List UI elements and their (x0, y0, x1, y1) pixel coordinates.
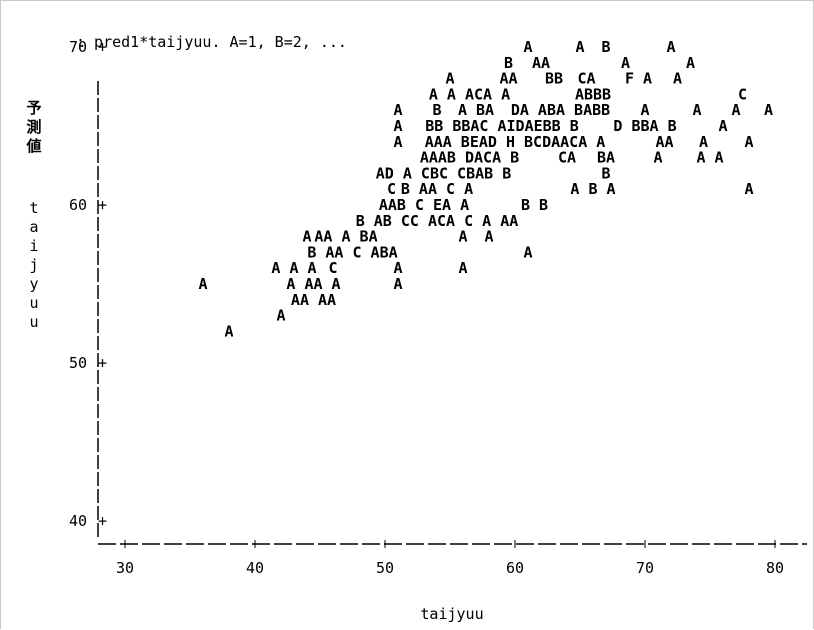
y-label-char: j (29, 256, 38, 274)
data-point: A A (696, 149, 723, 167)
y-label-char: i (29, 237, 38, 255)
data-point: A (458, 228, 467, 246)
y-label-char: y (29, 275, 38, 293)
x-tick-label: 40 (246, 559, 264, 577)
data-point: A (393, 275, 402, 293)
x-tick-label: 60 (506, 559, 524, 577)
y-tick-label: 50 (69, 354, 87, 372)
y-label-char: t (29, 199, 38, 217)
data-point: B AB CC ACA C A AA (356, 212, 519, 230)
data-point: F A (625, 70, 652, 88)
y-label-char: 測 (26, 118, 41, 136)
y-label-char: 値 (25, 137, 41, 155)
y-label-char: u (29, 313, 38, 331)
x-tick-label: 50 (376, 559, 394, 577)
data-point: A (393, 133, 402, 151)
data-point: A (523, 243, 532, 261)
data-point: A (653, 149, 662, 167)
data-point: A (744, 133, 753, 151)
y-tick-label: 70 (69, 38, 87, 56)
data-points: A A B AB AA A AA AA BB CA F A AA A ACA A ABBB CA B A BA… (198, 38, 773, 340)
data-point: A (692, 101, 701, 119)
y-tick-mark: + (98, 354, 107, 372)
legend-note: : pred1*taijyuu. A=1, B=2, ... (76, 33, 347, 51)
x-tick-label: 30 (116, 559, 134, 577)
data-point: A (276, 307, 285, 325)
data-point: A (764, 101, 773, 119)
data-point: A (744, 180, 753, 198)
data-point: A (484, 228, 493, 246)
y-label-char: 予 (26, 99, 41, 117)
data-point: A (731, 101, 740, 119)
y-tick-mark: + (98, 38, 107, 56)
data-point: B AA C ABA (307, 243, 397, 261)
data-point: A (686, 54, 695, 72)
y-label-char: a (29, 218, 38, 236)
data-point: A (673, 70, 682, 88)
data-point: A (718, 117, 727, 135)
data-point: A (666, 38, 675, 56)
y-label-char: u (29, 294, 38, 312)
x-tick-label: 80 (766, 559, 784, 577)
data-point: CA (558, 149, 576, 167)
x-tick-label: 70 (636, 559, 654, 577)
data-point: A (458, 259, 467, 277)
y-tick-mark: + (98, 512, 107, 530)
data-point: BB (545, 70, 563, 88)
y-tick-label: 60 (69, 196, 87, 214)
data-point: A (198, 275, 207, 293)
x-axis-label: taijyuu (420, 605, 483, 623)
data-point: B B (521, 196, 548, 214)
data-point: B (601, 38, 610, 56)
data-point: A (575, 38, 584, 56)
data-point: A B A (570, 180, 615, 198)
data-point: AA AA (291, 291, 336, 309)
y-tick-mark: + (98, 196, 107, 214)
y-tick-label: 40 (69, 512, 87, 530)
data-point: A (224, 322, 233, 340)
